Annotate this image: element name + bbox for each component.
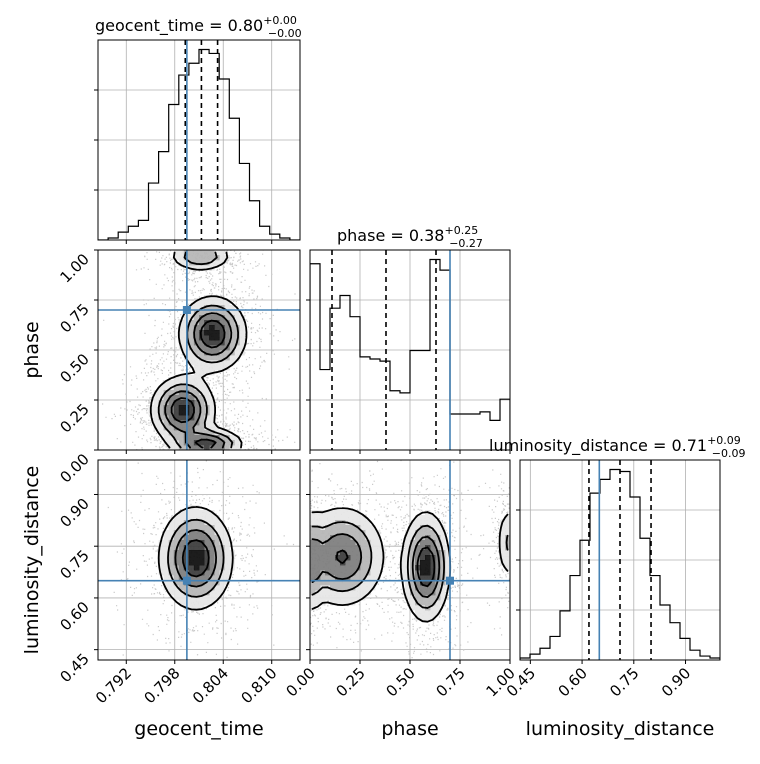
contour-phase_vs_geocent_time-0 (149, 251, 248, 449)
title-phase-plus: +0.25 (444, 224, 478, 237)
xtick-label-luminosity_distance-3: 0.90 (658, 664, 694, 700)
title-phase-prefix: phase = 0.38 (337, 226, 444, 245)
grid-p0 (98, 40, 300, 240)
xlabel-geocent-time: geocent_time (134, 718, 263, 740)
contour-luminosity_distance_vs_phase-1 (311, 521, 509, 609)
title-phase: phase = 0.38+0.25 −0.27 (337, 224, 483, 250)
xtick-label-geocent_time-1: 0.798 (140, 664, 183, 707)
xlabel-phase: phase (381, 718, 438, 740)
xtick-label-geocent_time-3: 0.810 (237, 664, 280, 707)
density-level-luminosity_distance_vs_phase-4 (420, 555, 431, 576)
hist-geocent_time (98, 40, 300, 240)
title-luminosity-distance-prefix: luminosity_distance = 0.71 (489, 436, 707, 456)
frame-p2 (97, 459, 301, 661)
density-level-phase_vs_geocent_time-4 (178, 325, 220, 416)
xtick-label-phase-2: 0.50 (382, 664, 418, 700)
scatter-points-phase_vs_geocent_time (102, 250, 296, 450)
ytick-label-luminosity_distance-2: 0.75 (56, 546, 92, 582)
xtick-label-geocent_time-2: 0.804 (189, 664, 232, 707)
title-geocent-time-minus: −0.00 (268, 27, 302, 40)
xtick-label-geocent_time-0: 0.792 (92, 664, 135, 707)
ytick-label-phase-2: 0.50 (56, 350, 92, 386)
title-luminosity-distance: luminosity_distance = 0.71+0.09 −0.09 (489, 434, 746, 460)
injection-luminosity_distance_vs_phase (310, 460, 510, 660)
injection-phase_vs_geocent_time (98, 250, 300, 450)
hist-luminosity_distance (520, 460, 720, 660)
injection-marker-p1 (182, 306, 191, 314)
density-level-phase_vs_geocent_time-2 (163, 315, 230, 450)
xtick-label-luminosity_distance-2: 0.75 (606, 664, 642, 700)
ytick-label-phase-4: 1.00 (56, 250, 92, 286)
title-geocent-time-plus: +0.00 (263, 14, 297, 27)
ytick-label-phase-3: 0.75 (56, 300, 92, 336)
injection-marker-p2 (182, 576, 191, 585)
ylabel-phase: phase (21, 321, 43, 378)
contour-luminosity_distance_vs_phase-0 (311, 507, 509, 623)
contour-luminosity_distance_vs_geocent_time-1 (167, 518, 225, 598)
title-phase-minus: −0.27 (449, 237, 483, 250)
ytick-label-luminosity_distance-0: 0.45 (56, 650, 92, 686)
ytick-label-luminosity_distance-1: 0.60 (56, 598, 92, 634)
xlabel-luminosity-distance: luminosity_distance (526, 718, 715, 740)
injection-lines (98, 40, 601, 660)
density-level-phase_vs_geocent_time-0 (148, 250, 245, 450)
density-level-luminosity_distance_vs_geocent_time-3 (183, 540, 210, 576)
xtick-label-luminosity_distance-1: 0.60 (555, 664, 591, 700)
contour-phase_vs_geocent_time-3 (170, 319, 226, 449)
ylabel-luminosity-distance: luminosity_distance (21, 466, 43, 655)
ytick-label-phase-0: 0.00 (56, 450, 92, 486)
xtick-label-phase-3: 0.75 (432, 664, 468, 700)
density-level-luminosity_distance_vs_phase-1 (310, 520, 510, 611)
histograms (98, 40, 720, 660)
density-level-luminosity_distance_vs_geocent_time-4 (188, 550, 205, 571)
hist-phase (310, 250, 510, 450)
xtick-label-phase-1: 0.25 (332, 664, 368, 700)
contour-phase_vs_geocent_time-1 (157, 251, 239, 449)
injection-luminosity_distance_vs_geocent_time (98, 460, 300, 660)
ytick-label-phase-1: 0.25 (56, 400, 92, 436)
title-luminosity-distance-minus: −0.09 (712, 447, 746, 460)
injection-marker-p4 (446, 576, 454, 585)
density-luminosity_distance_vs_geocent_time (107, 460, 295, 660)
title-geocent-time: geocent_time = 0.80+0.00 −0.00 (95, 14, 302, 40)
hist-steps-phase (310, 258, 510, 450)
hist-steps-geocent_time (98, 48, 300, 240)
title-luminosity-distance-plus: +0.09 (707, 434, 741, 447)
title-geocent-time-prefix: geocent_time = 0.80 (95, 16, 263, 36)
xtick-label-phase-0: 0.00 (282, 664, 318, 700)
ytick-label-luminosity_distance-3: 0.90 (56, 495, 92, 531)
